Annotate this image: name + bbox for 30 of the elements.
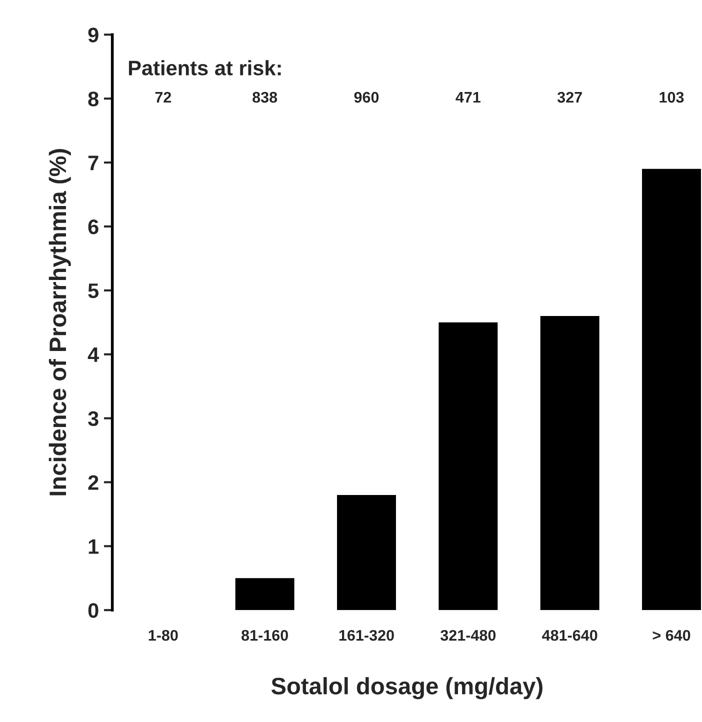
y-tick-label: 5	[88, 284, 99, 298]
x-tick-label: 81-160	[242, 630, 288, 641]
x-axis-title: Sotalol dosage (mg/day)	[271, 677, 542, 700]
x-tick-label: 161-320	[339, 630, 394, 641]
x-tick-label: 481-640	[542, 630, 598, 641]
x-tick-label: 321-480	[440, 630, 496, 641]
x-tick-label: > 640	[652, 630, 690, 641]
annotation: 327	[557, 92, 582, 103]
y-tick-label: 6	[88, 219, 98, 234]
bar	[438, 322, 498, 610]
y-tick-label: 8	[88, 92, 98, 106]
y-tick-label: 7	[88, 156, 98, 170]
annotation: Patients at risk:	[128, 60, 281, 76]
bar	[337, 495, 396, 610]
y-tick-label: 9	[88, 28, 98, 42]
y-tick-label: 0	[88, 603, 98, 618]
y-tick-label: 4	[88, 348, 100, 362]
y-axis-title: Incidence of Proarrhythmia (%)	[48, 149, 71, 496]
annotation: 838	[252, 92, 278, 103]
annotation: 103	[660, 92, 684, 103]
x-tick-label: 1-80	[148, 630, 178, 641]
bar	[540, 316, 600, 610]
annotation: 960	[354, 92, 379, 103]
annotation: 72	[155, 92, 172, 103]
y-tick-label: 3	[88, 411, 98, 426]
annotation: 471	[456, 92, 480, 103]
bar	[235, 578, 294, 610]
y-tick-label: 1	[88, 539, 99, 554]
y-tick-label: 2	[88, 475, 98, 490]
bar	[642, 168, 701, 610]
